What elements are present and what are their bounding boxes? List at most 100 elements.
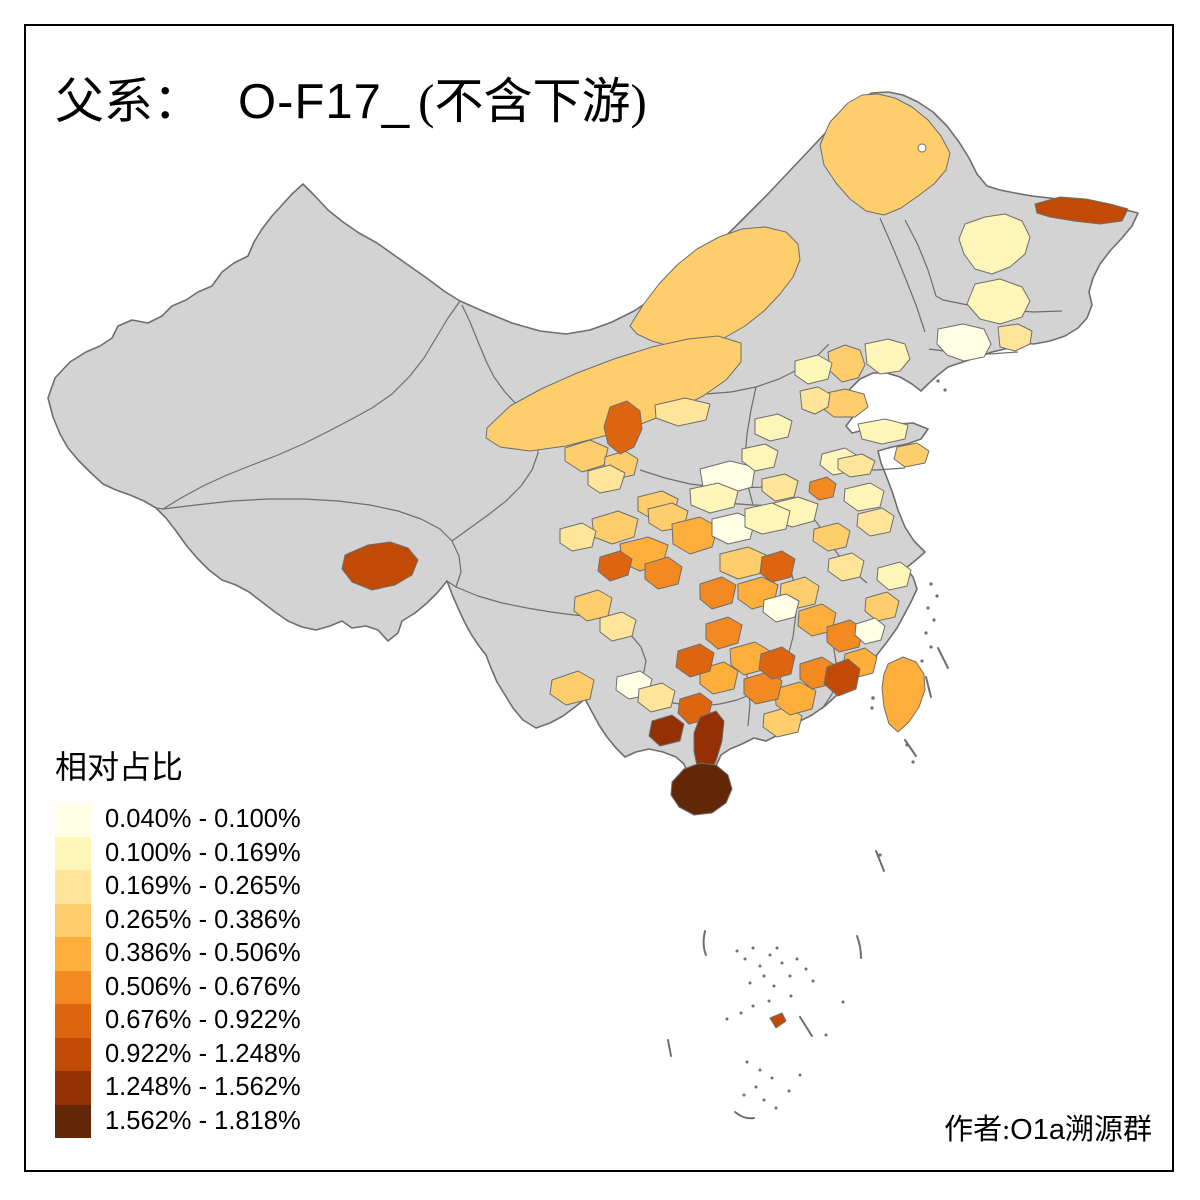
legend-row: 1.562% - 1.818% xyxy=(55,1104,301,1138)
legend: 相对占比 0.040% - 0.100% 0.100% - 0.169% 0.169… xyxy=(55,748,301,1138)
map-region xyxy=(827,552,865,582)
map-region xyxy=(587,464,626,494)
legend-row: 0.922% - 1.248% xyxy=(55,1037,301,1071)
map-region xyxy=(808,476,837,501)
map-region xyxy=(741,443,779,472)
map-region xyxy=(758,646,796,680)
attribution-latin: O1a xyxy=(1010,1114,1065,1146)
map-region xyxy=(799,386,831,415)
map-region xyxy=(958,213,1031,275)
map-region xyxy=(864,591,900,622)
legend-swatch xyxy=(55,970,91,1004)
map-region xyxy=(671,516,719,555)
map-region xyxy=(794,354,833,385)
map-region xyxy=(644,556,683,590)
legend-label: 0.265% - 0.386% xyxy=(105,905,301,934)
map-region xyxy=(719,546,767,580)
map-region xyxy=(711,512,756,545)
map-region xyxy=(485,335,742,452)
legend-row: 0.386% - 0.506% xyxy=(55,937,301,971)
south-china-sea-islands xyxy=(725,946,845,1110)
map-region xyxy=(603,400,643,455)
map-region xyxy=(637,682,676,713)
nine-dash-line xyxy=(667,647,949,1120)
prefecture-regions xyxy=(341,93,1129,1029)
map-region xyxy=(876,561,912,591)
map-title: 父系： O-F17_ (不含下游) xyxy=(55,62,647,133)
south-china-sea-islet xyxy=(769,1012,787,1029)
legend-label: 1.562% - 1.818% xyxy=(105,1106,301,1135)
legend-swatch xyxy=(55,937,91,971)
legend-row: 0.040% - 0.100% xyxy=(55,803,301,837)
map-region xyxy=(699,576,737,610)
map-region xyxy=(823,658,861,697)
legend-row: 0.169% - 0.265% xyxy=(55,870,301,904)
taiwan-region xyxy=(881,656,926,733)
legend-label: 0.676% - 0.922% xyxy=(105,1006,301,1035)
map-region xyxy=(759,550,796,583)
attribution: 作者:O1a溯源群 xyxy=(944,1106,1152,1148)
legend-label: 0.386% - 0.506% xyxy=(105,939,301,968)
map-region xyxy=(597,550,633,582)
title-haplogroup: O-F17_ xyxy=(238,75,411,129)
map-region xyxy=(648,714,685,747)
legend-swatch xyxy=(55,803,91,837)
legend-swatch xyxy=(55,870,91,904)
legend-row: 0.676% - 0.922% xyxy=(55,1004,301,1038)
map-region xyxy=(893,442,930,468)
legend-label: 1.248% - 1.562% xyxy=(105,1073,301,1102)
coastal-islands xyxy=(870,379,947,857)
map-region xyxy=(837,453,876,478)
legend-swatch xyxy=(55,1004,91,1038)
map-region xyxy=(966,278,1031,325)
legend-row: 0.506% - 0.676% xyxy=(55,970,301,1004)
map-region xyxy=(826,619,864,653)
map-region xyxy=(341,541,419,591)
map-region xyxy=(689,482,739,514)
legend-swatch xyxy=(55,1037,91,1071)
map-region xyxy=(856,507,895,537)
legend-label: 0.040% - 0.100% xyxy=(105,805,301,834)
legend-swatch xyxy=(55,836,91,870)
legend-swatch xyxy=(55,1104,91,1138)
attribution-prefix: 作者: xyxy=(944,1114,1011,1146)
legend-label: 0.169% - 0.265% xyxy=(105,872,301,901)
hainan-region xyxy=(670,762,733,816)
map-region xyxy=(827,344,866,383)
map-region xyxy=(812,522,851,552)
map-region xyxy=(843,482,885,512)
map-region xyxy=(997,323,1033,352)
map-region xyxy=(705,616,743,650)
map-region xyxy=(854,617,886,645)
map-region xyxy=(819,93,951,216)
map-region xyxy=(744,502,791,535)
map-region xyxy=(599,611,637,642)
map-region xyxy=(762,593,800,623)
map-region xyxy=(761,473,799,502)
map-region xyxy=(654,397,711,427)
legend-label: 0.100% - 0.169% xyxy=(105,838,301,867)
map-region xyxy=(559,522,597,552)
attribution-suffix: 溯源群 xyxy=(1064,1114,1152,1146)
map-region xyxy=(1034,196,1129,225)
map-region xyxy=(549,670,595,706)
legend-row: 1.248% - 1.562% xyxy=(55,1071,301,1105)
legend-row: 0.100% - 0.169% xyxy=(55,836,301,870)
map-region xyxy=(864,338,911,375)
map-region xyxy=(936,323,992,362)
title-suffix: (不含下游) xyxy=(418,74,647,129)
hulun-lake xyxy=(917,143,927,153)
legend-swatch xyxy=(55,903,91,937)
legend-rows: 0.040% - 0.100% 0.100% - 0.169% 0.169% - 0… xyxy=(55,803,301,1138)
map-region xyxy=(675,643,715,678)
legend-label: 0.922% - 1.248% xyxy=(105,1039,301,1068)
map-region xyxy=(754,413,793,442)
legend-swatch xyxy=(55,1071,91,1105)
title-prefix: 父系： xyxy=(55,74,203,129)
legend-row: 0.265% - 0.386% xyxy=(55,903,301,937)
legend-label: 0.506% - 0.676% xyxy=(105,972,301,1001)
map-region xyxy=(857,418,909,445)
map-region xyxy=(774,681,817,716)
